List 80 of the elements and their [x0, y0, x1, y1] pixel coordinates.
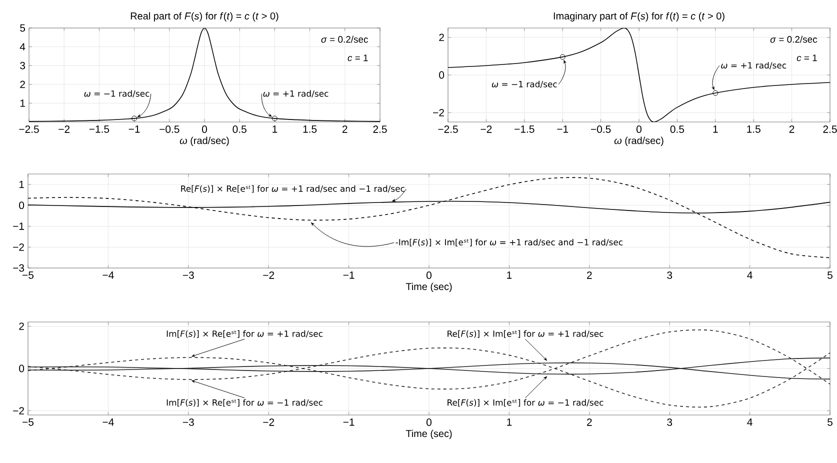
y-tick-label: 2 — [20, 80, 25, 88]
y-tick-label: 3 — [20, 62, 26, 70]
x-tick-label: 5 — [828, 418, 832, 426]
y-tick-label: 0 — [439, 71, 444, 79]
y-tick-label: 2 — [439, 34, 444, 42]
x-tick-label: −3 — [182, 272, 194, 279]
x-axis-title: ω (rad/sec) — [614, 136, 664, 146]
y-tick-label: 2 — [19, 322, 24, 330]
annotation: Im[F(s)] × Re[eˢᵗ] for ω = +1 rad/sec — [166, 330, 322, 338]
x-tick-label: −4 — [102, 418, 114, 426]
annotation: σ = 0.2/sec — [770, 36, 818, 43]
x-tick-label: 0.5 — [670, 126, 684, 133]
y-tick-label: 5 — [20, 24, 26, 32]
x-tick-label: −2.5 — [438, 126, 458, 133]
y-tick-label: 1 — [19, 180, 24, 188]
y-tick-label: −2 — [433, 108, 444, 116]
x-tick-label: 2.5 — [823, 126, 837, 133]
x-tick-label: 1 — [713, 126, 718, 133]
annotation: ω = −1 rad/sec — [84, 90, 150, 98]
annotation: ω = +1 rad/sec — [263, 90, 328, 98]
x-tick-label: 2 — [789, 126, 794, 133]
y-tick-label: −2 — [13, 407, 24, 414]
x-tick-label: 1.5 — [747, 126, 760, 133]
x-tick-label: 1.5 — [303, 126, 317, 133]
x-tick-label: 2 — [587, 272, 592, 279]
x-axis-title: Time (sec) — [406, 430, 452, 440]
y-tick-label: 1 — [20, 100, 25, 107]
x-tick-label: −1 — [343, 418, 354, 426]
x-tick-label: −5 — [22, 418, 34, 426]
x-tick-label: −0.5 — [591, 126, 611, 133]
x-tick-label: 2.5 — [373, 126, 387, 133]
x-tick-label: 1 — [507, 272, 512, 279]
x-tick-label: 3 — [667, 418, 672, 426]
x-tick-label: 5 — [828, 272, 832, 279]
x-tick-label: −2 — [263, 272, 274, 279]
x-tick-label: −1 — [343, 272, 354, 279]
x-tick-label: 2 — [587, 418, 592, 426]
x-tick-label: −1.5 — [89, 126, 110, 133]
x-tick-label: −2 — [263, 418, 274, 426]
x-tick-label: −1 — [557, 126, 568, 133]
annotation: c = 1 — [796, 54, 817, 62]
x-tick-label: −1.5 — [514, 126, 534, 133]
x-tick-label: 1 — [272, 126, 278, 133]
x-tick-label: 0 — [426, 418, 432, 426]
annotation: Re[F(s)] × Re[eˢᵗ] for ω = +1 rad/sec and −1 rad/sec — [181, 185, 404, 193]
annotation: ω = −1 rad/sec — [492, 80, 557, 88]
x-tick-label: 0 — [636, 126, 642, 133]
y-tick-label: 4 — [20, 43, 26, 50]
chart-title: Real part of F(s) for f(t) = c (t > 0) — [130, 12, 278, 22]
x-tick-label: −2 — [480, 126, 492, 133]
annotation: Im[F(s)] × Re[eˢᵗ] for ω = −1 rad/sec — [166, 399, 322, 407]
x-tick-label: 2 — [342, 126, 348, 133]
x-tick-label: 0 — [202, 126, 207, 133]
x-tick-label: 3 — [667, 272, 672, 279]
y-tick-label: −3 — [13, 264, 24, 272]
x-axis-title: Time (sec) — [406, 282, 452, 292]
x-tick-label: −4 — [102, 272, 114, 279]
x-tick-label: 4 — [747, 272, 752, 279]
annotation: Re[F(s)] × Im[eˢᵗ] for ω = −1 rad/sec — [448, 399, 604, 407]
x-tick-label: −2 — [58, 126, 70, 133]
y-tick-label: −2 — [13, 243, 24, 251]
annotation: ω = +1 rad/sec — [721, 62, 786, 70]
x-tick-label: 0.5 — [232, 126, 246, 133]
chart-title: Imaginary part of F(s) for f(t) = c (t > 0) — [554, 12, 724, 22]
x-tick-label: −1 — [128, 126, 140, 133]
x-tick-label: −3 — [182, 418, 194, 426]
y-tick-label: −1 — [13, 222, 24, 230]
annotation: Re[F(s)] × Im[eˢᵗ] for ω = +1 rad/sec — [448, 330, 604, 338]
y-tick-label: 0 — [19, 202, 24, 210]
x-tick-label: −5 — [22, 272, 34, 279]
x-tick-label: −0.5 — [160, 126, 180, 133]
y-tick-label: 0 — [19, 364, 24, 372]
x-axis-title: ω (rad/sec) — [180, 136, 229, 146]
annotation: -Im[F(s)] × Im[eˢᵗ] for ω = +1 rad/sec and −1 rad/sec — [396, 238, 623, 246]
annotation: c = 1 — [348, 54, 368, 62]
x-tick-label: 4 — [747, 418, 752, 426]
x-tick-label: −2.5 — [19, 126, 39, 133]
x-tick-label: 1 — [507, 418, 512, 426]
annotation: σ = 0.2/sec — [321, 36, 368, 43]
x-tick-label: 0 — [426, 272, 432, 279]
